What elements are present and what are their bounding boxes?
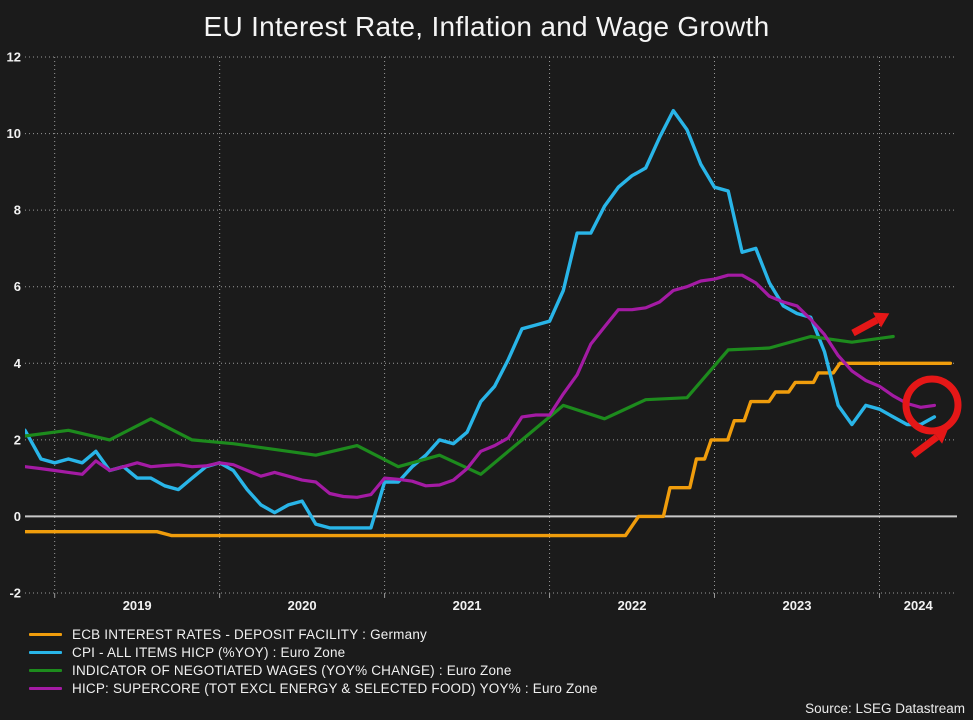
y-axis-label: 8: [14, 203, 21, 218]
annotation-circle: [902, 375, 962, 435]
legend-item-3: HICP: SUPERCORE (TOT EXCL ENERGY & SELEC…: [29, 680, 598, 696]
annotation-arrow: [851, 312, 890, 337]
legend-label: HICP: SUPERCORE (TOT EXCL ENERGY & SELEC…: [72, 680, 598, 696]
y-axis-label: 4: [14, 356, 22, 371]
series-line-3: [25, 273, 937, 499]
x-axis-label: 2023: [783, 598, 812, 613]
legend: ECB INTEREST RATES - DEPOSIT FACILITY : …: [29, 626, 598, 696]
legend-label: INDICATOR OF NEGOTIATED WAGES (YOY% CHAN…: [72, 662, 512, 678]
legend-item-0: ECB INTEREST RATES - DEPOSIT FACILITY : …: [29, 626, 598, 642]
series-line-2: [25, 334, 895, 476]
legend-swatch: [29, 668, 62, 672]
y-axis-label: 6: [14, 279, 21, 294]
legend-swatch: [29, 632, 62, 636]
y-axis-label: -2: [9, 586, 21, 601]
legend-item-2: INDICATOR OF NEGOTIATED WAGES (YOY% CHAN…: [29, 662, 598, 678]
x-axis-label: 2024: [904, 598, 934, 613]
legend-swatch: [29, 686, 62, 690]
legend-label: CPI - ALL ITEMS HICP (%YOY) : Euro Zone: [72, 644, 346, 660]
arrow-head-icon: [872, 312, 890, 328]
y-axis-label: 0: [14, 509, 21, 524]
series-line-0: [25, 361, 953, 538]
y-axis-label: 2: [14, 432, 21, 447]
x-axis-label: 2020: [288, 598, 317, 613]
legend-swatch: [29, 650, 62, 654]
x-axis-label: 2019: [123, 598, 152, 613]
source-label: Source: LSEG Datastream: [805, 701, 965, 716]
legend-label: ECB INTEREST RATES - DEPOSIT FACILITY : …: [72, 626, 427, 642]
chart-title: EU Interest Rate, Inflation and Wage Gro…: [203, 11, 770, 42]
x-axis-label: 2022: [618, 598, 647, 613]
y-axis-label: 10: [7, 126, 21, 141]
y-axis-label: 12: [7, 50, 21, 65]
legend-item-1: CPI - ALL ITEMS HICP (%YOY) : Euro Zone: [29, 644, 598, 660]
x-axis-label: 2021: [453, 598, 482, 613]
arrow-shaft: [910, 434, 940, 458]
series-line-1: [25, 108, 937, 530]
arrow-shaft: [851, 316, 879, 337]
